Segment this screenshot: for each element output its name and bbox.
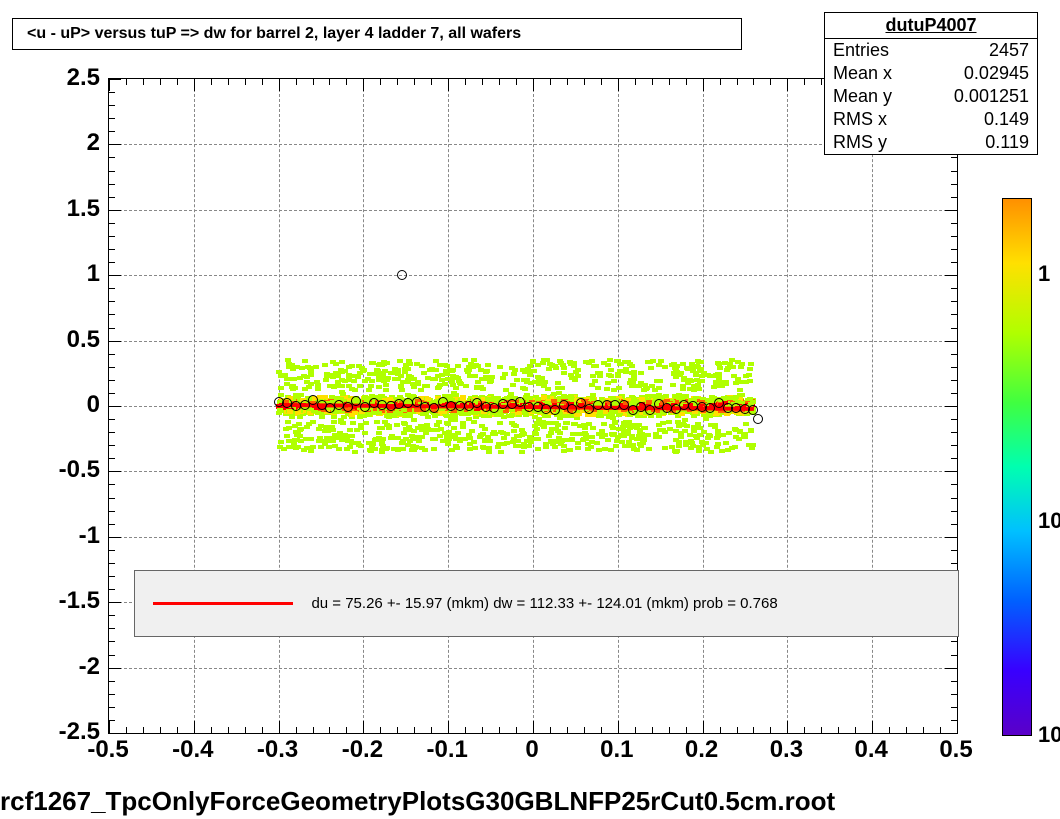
legend-line	[153, 602, 293, 605]
ytick-label: -1	[50, 522, 100, 550]
profile-marker	[645, 405, 655, 415]
legend-box: du = 75.26 +- 15.97 (mkm) dw = 112.33 +-…	[134, 570, 959, 637]
colorbar-label: 10	[1038, 508, 1060, 534]
xtick-label: 0	[525, 736, 538, 764]
ytick-label: 2.5	[50, 64, 100, 92]
xtick-label: -0.4	[172, 736, 213, 764]
axis-tick	[945, 733, 957, 734]
ytick-label: -2	[50, 653, 100, 681]
profile-marker-outlier	[397, 270, 407, 280]
stats-entries-label: Entries	[833, 40, 889, 61]
legend-text: du = 75.26 +- 15.97 (mkm) dw = 112.33 +-…	[311, 595, 777, 612]
xtick-label: 0.3	[770, 736, 803, 764]
xtick-label: -0.2	[342, 736, 383, 764]
stats-rmsy-value: 0.119	[985, 132, 1029, 153]
ytick-label: 1.5	[50, 195, 100, 223]
xtick-label: 0.4	[855, 736, 888, 764]
ytick-label: 2	[50, 129, 100, 157]
stats-meanx: Mean x 0.02945	[825, 62, 1037, 85]
ytick-label: -0.5	[50, 456, 100, 484]
colorbar-label: 1	[1038, 261, 1050, 287]
stats-box: dutuP4007 Entries 2457 Mean x 0.02945 Me…	[824, 12, 1038, 155]
axis-tick	[957, 721, 958, 733]
xtick-label: 0.1	[600, 736, 633, 764]
profile-marker	[343, 402, 353, 412]
plot-title-text: <u - uP> versus tuP => dw for barrel 2, …	[27, 25, 521, 43]
stats-entries: Entries 2457	[825, 39, 1037, 62]
stats-entries-value: 2457	[989, 40, 1029, 61]
plot-area: du = 75.26 +- 15.97 (mkm) dw = 112.33 +-…	[108, 78, 958, 734]
ytick-label: -1.5	[50, 587, 100, 615]
ytick-label: 0.5	[50, 326, 100, 354]
stats-rmsy: RMS y 0.119	[825, 131, 1037, 154]
stats-rmsy-label: RMS y	[833, 132, 887, 153]
stats-name: dutuP4007	[825, 13, 1037, 39]
colorbar	[1002, 198, 1032, 736]
footer-filename: rcf1267_TpcOnlyForceGeometryPlotsG30GBLN…	[0, 786, 835, 817]
profile-marker	[567, 404, 577, 414]
stats-meanx-value: 0.02945	[964, 63, 1029, 84]
stats-meanx-label: Mean x	[833, 63, 892, 84]
profile-marker-outlier	[753, 414, 763, 424]
xtick-label: -0.5	[87, 736, 128, 764]
stats-meany-value: 0.001251	[954, 86, 1029, 107]
stats-rmsx-label: RMS x	[833, 109, 887, 130]
stats-meany-label: Mean y	[833, 86, 892, 107]
xtick-label: -0.3	[257, 736, 298, 764]
xtick-label: 0.5	[939, 736, 972, 764]
profile-marker	[748, 405, 758, 415]
ytick-label: 0	[50, 391, 100, 419]
xtick-label: 0.2	[685, 736, 718, 764]
stats-meany: Mean y 0.001251	[825, 85, 1037, 108]
ytick-label: 1	[50, 260, 100, 288]
colorbar-label: 10	[1038, 722, 1060, 748]
axis-tick	[109, 733, 121, 734]
plot-title-box: <u - uP> versus tuP => dw for barrel 2, …	[12, 18, 742, 50]
xtick-label: -0.1	[427, 736, 468, 764]
stats-rmsx: RMS x 0.149	[825, 108, 1037, 131]
stats-rmsx-value: 0.149	[984, 109, 1029, 130]
